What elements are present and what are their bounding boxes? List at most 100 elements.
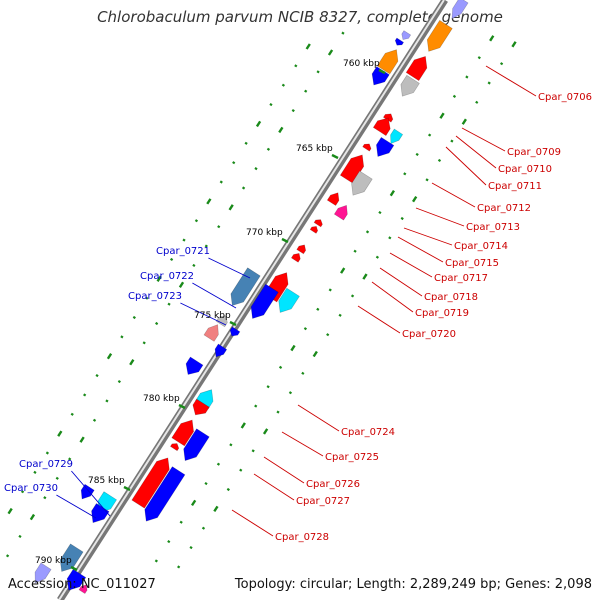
leader-line — [431, 182, 476, 208]
scale-tick — [123, 485, 131, 492]
gc-dot — [340, 267, 346, 274]
gene-label-right: Cpar_0709 — [507, 147, 561, 158]
gc-dot — [290, 344, 296, 352]
gc-dot — [365, 230, 370, 234]
leader-line — [379, 267, 423, 297]
gene-label-right: Cpar_0713 — [466, 222, 520, 233]
gene-cpar-0720 — [278, 287, 300, 313]
gc-dot — [189, 546, 193, 550]
gc-dot — [106, 353, 113, 360]
gene-label-right: Cpar_0718 — [424, 292, 478, 303]
genome-backbone — [57, 0, 448, 600]
gc-dot — [294, 64, 298, 68]
gene-lav-bottom — [34, 562, 52, 584]
leader-line — [281, 431, 324, 457]
gc-dot — [266, 147, 271, 151]
leader-line — [461, 127, 506, 152]
gc-dot — [328, 288, 332, 292]
gc-dot — [178, 281, 185, 288]
scale-tick — [331, 153, 339, 160]
gene-blue-right — [250, 283, 279, 319]
gc-dot — [120, 335, 124, 339]
gc-dot — [83, 393, 87, 397]
gene-cpar-0710 — [376, 136, 395, 157]
scale-label: 780 kbp — [143, 394, 180, 404]
gene-cpar-0711 — [339, 154, 365, 184]
scale-tick — [178, 403, 186, 410]
leader-line — [253, 473, 295, 501]
gene-blue-small — [394, 37, 404, 46]
gc-dot — [70, 412, 74, 416]
gc-dot — [79, 436, 85, 443]
gc-dot — [204, 481, 208, 486]
leader-line — [455, 135, 497, 169]
gc-dot — [461, 118, 467, 125]
backbone-highlight — [58, 0, 445, 600]
gc-dot — [465, 75, 469, 79]
gc-dot — [145, 296, 149, 300]
gc-dot — [194, 219, 199, 223]
leader-line — [180, 302, 227, 326]
scale-label: 765 kbp — [296, 144, 333, 154]
gc-dot — [57, 430, 63, 437]
gene-orange-left — [376, 49, 399, 75]
gc-dot — [312, 350, 318, 358]
leader-line — [192, 282, 237, 309]
gc-dot — [216, 462, 221, 466]
gene-label-right: Cpar_0717 — [434, 273, 488, 284]
gene-lavender — [401, 30, 412, 40]
gc-dot — [350, 294, 355, 298]
gc-dot — [169, 257, 174, 262]
gc-dot — [304, 89, 308, 93]
gc-dot — [33, 470, 37, 474]
gene-label-right: Cpar_0726 — [306, 479, 360, 490]
gc-dot — [477, 56, 481, 60]
gene-cpar-0712 — [351, 170, 373, 196]
gene-label-right: Cpar_0727 — [296, 496, 350, 507]
leader-line — [445, 146, 487, 186]
gene-blue-785 — [80, 483, 95, 500]
gc-dot — [179, 520, 183, 524]
gene-label-right: Cpar_0714 — [454, 241, 508, 252]
gene-blue-790 — [66, 568, 87, 591]
gene-label-left: Cpar_0723 — [128, 291, 182, 302]
gc-dot — [228, 204, 234, 211]
leader-line — [389, 252, 433, 278]
gc-dot — [475, 100, 479, 104]
gc-dot-tracks — [5, 31, 517, 569]
leader-line — [297, 404, 340, 432]
gene-pink-bottom — [78, 584, 88, 594]
gc-dot — [378, 210, 382, 215]
gc-dot — [155, 321, 159, 326]
gc-dot — [18, 534, 22, 539]
gc-dot — [117, 379, 121, 384]
gc-dot — [425, 178, 429, 182]
leader-line — [357, 305, 401, 334]
leader-line — [403, 227, 453, 246]
gc-dot — [489, 35, 495, 42]
gene-label-left: Cpar_0729 — [19, 459, 73, 470]
gc-dot — [278, 365, 283, 369]
gc-dot — [301, 371, 305, 375]
gc-dot — [105, 399, 109, 403]
gene-label-right: Cpar_0712 — [477, 203, 531, 214]
gene-cpar-0715 — [309, 226, 319, 234]
gc-dot — [201, 526, 206, 530]
gc-dot — [327, 49, 334, 56]
gene-red-tiny — [382, 113, 394, 123]
gc-dot — [316, 307, 320, 311]
gc-dot — [232, 161, 236, 165]
gc-dot — [5, 554, 10, 558]
gene-cpar-0725 — [171, 419, 194, 447]
gene-blue-left — [371, 66, 390, 86]
leader-line — [263, 456, 305, 484]
gene-blue-780 — [185, 356, 204, 375]
gc-dot — [217, 225, 221, 229]
gene-red-mid — [326, 192, 340, 206]
gc-dot — [192, 263, 196, 267]
gc-dot — [55, 476, 59, 480]
gc-dot — [239, 468, 243, 472]
gene-red-780 — [192, 398, 210, 416]
leader-line — [397, 236, 444, 263]
gene-labels: Cpar_0706 Cpar_0709 Cpar_0710 Cpar_0711 Cpar… — [4, 92, 592, 543]
